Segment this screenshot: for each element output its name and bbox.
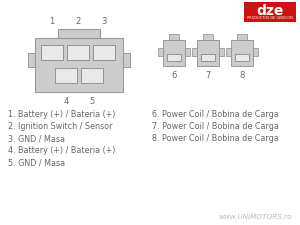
- Text: PRODUCTOS DE IGNICION: PRODUCTOS DE IGNICION: [247, 16, 293, 20]
- Bar: [169, 34, 179, 40]
- Bar: [219, 48, 224, 56]
- Text: 1: 1: [50, 17, 55, 26]
- Text: dze: dze: [256, 4, 284, 18]
- Bar: [203, 34, 213, 40]
- Text: 1. Battery (+) / Bateria (+): 1. Battery (+) / Bateria (+): [8, 110, 115, 119]
- Bar: [237, 34, 247, 40]
- Bar: [163, 40, 185, 66]
- Text: 8. Power Coil / Bobina de Carga: 8. Power Coil / Bobina de Carga: [152, 134, 279, 143]
- Text: 5: 5: [89, 97, 94, 106]
- Bar: [201, 54, 215, 61]
- Bar: [192, 48, 197, 56]
- Text: 6. Power Coil / Bobina de Carga: 6. Power Coil / Bobina de Carga: [152, 110, 279, 119]
- Text: 2: 2: [75, 17, 81, 26]
- Text: 3. GND / Masa: 3. GND / Masa: [8, 134, 65, 143]
- Bar: [231, 40, 253, 66]
- Bar: [185, 48, 190, 56]
- Bar: [226, 48, 231, 56]
- Bar: [58, 29, 100, 38]
- Bar: [158, 48, 163, 56]
- Text: 5. GND / Masa: 5. GND / Masa: [8, 158, 65, 167]
- Bar: [253, 48, 258, 56]
- Bar: [41, 45, 63, 60]
- Bar: [167, 54, 181, 61]
- Bar: [28, 53, 35, 67]
- Bar: [235, 54, 249, 61]
- Text: 6: 6: [171, 71, 177, 80]
- Bar: [93, 45, 115, 60]
- Text: 2. Ignition Switch / Sensor: 2. Ignition Switch / Sensor: [8, 122, 112, 131]
- Text: 7: 7: [205, 71, 211, 80]
- Text: 4. Battery (+) / Bateria (+): 4. Battery (+) / Bateria (+): [8, 146, 115, 155]
- Bar: [67, 45, 89, 60]
- Bar: [197, 40, 219, 66]
- Text: 8: 8: [239, 71, 245, 80]
- Bar: [81, 68, 103, 83]
- Bar: [123, 53, 130, 67]
- Bar: [244, 2, 296, 22]
- Text: www.UNIMOTORS.ro: www.UNIMOTORS.ro: [218, 214, 292, 220]
- Bar: [35, 38, 123, 92]
- Text: 4: 4: [63, 97, 69, 106]
- Text: 7. Power Coil / Bobina de Carga: 7. Power Coil / Bobina de Carga: [152, 122, 279, 131]
- Text: 3: 3: [101, 17, 107, 26]
- Bar: [55, 68, 77, 83]
